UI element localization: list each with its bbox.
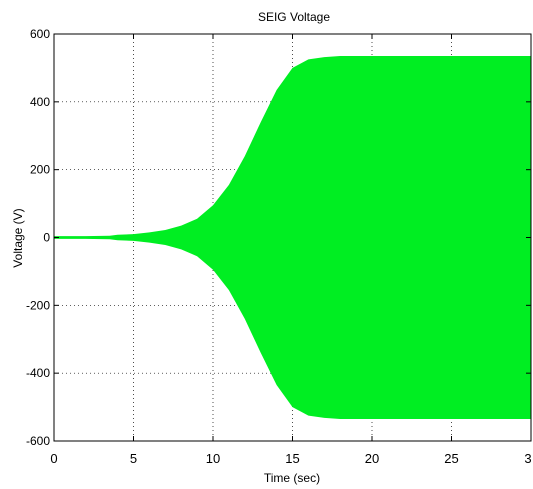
y-tick-label: -400 — [26, 366, 50, 380]
x-tick-label: 15 — [285, 451, 299, 466]
y-tick-label: 200 — [30, 163, 50, 177]
y-tick-label: 600 — [30, 27, 50, 41]
series-envelope — [54, 56, 531, 419]
x-tick-label: 10 — [206, 451, 220, 466]
x-tick-label: 20 — [365, 451, 379, 466]
x-tick-label: 0 — [50, 451, 57, 466]
x-tick-label: 25 — [444, 451, 458, 466]
y-ticks: 600 400 200 0 -200 -400 -600 — [26, 27, 531, 448]
y-axis-label: Voltage (V) — [11, 208, 25, 267]
x-axis-label: Time (sec) — [264, 471, 320, 485]
x-tick-label: 3 — [524, 451, 531, 466]
chart-title: SEIG Voltage — [258, 10, 330, 24]
y-tick-label: 400 — [30, 95, 50, 109]
x-tick-label: 5 — [130, 451, 137, 466]
x-ticks: 0 5 10 15 20 25 3 — [50, 34, 532, 466]
y-tick-label: -200 — [26, 298, 50, 312]
y-tick-label: 0 — [43, 231, 50, 245]
y-tick-label: -600 — [26, 434, 50, 448]
